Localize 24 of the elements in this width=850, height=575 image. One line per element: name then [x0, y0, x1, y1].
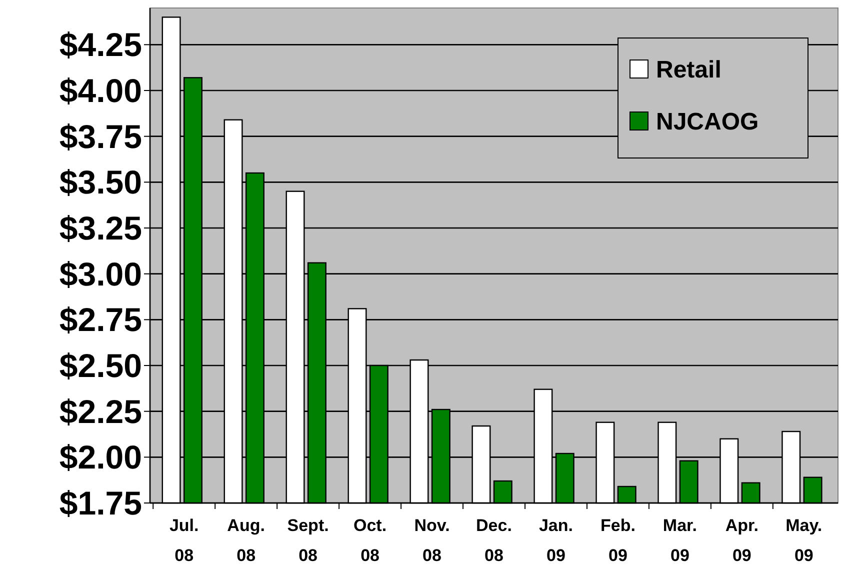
- x-tick-label: Jul. 08: [169, 516, 199, 565]
- y-tick-label: $4.00: [59, 72, 142, 110]
- x-tick-label: Apr. 09: [725, 516, 758, 565]
- x-tick-label: Feb. 09: [600, 516, 636, 565]
- x-tick-label: Oct. 08: [354, 516, 387, 565]
- x-tick-label: Sept. 08: [287, 516, 329, 565]
- y-tick-label: $3.75: [59, 118, 142, 155]
- y-tick-label: $2.00: [59, 438, 142, 476]
- y-tick-label: $2.75: [59, 301, 142, 338]
- y-tick-label: $3.50: [59, 164, 142, 201]
- x-tick-label: Jan. 09: [538, 516, 573, 565]
- y-tick-label: $1.75: [59, 484, 142, 522]
- y-tick-label: $2.50: [59, 347, 142, 384]
- legend-label: NJCAOG: [656, 108, 759, 136]
- legend-label: Retail: [656, 56, 722, 84]
- y-tick-label: $3.25: [59, 210, 142, 247]
- y-tick-label: $4.25: [59, 26, 142, 64]
- y-tick-label: $3.00: [59, 255, 142, 292]
- x-tick-label: May. 09: [786, 516, 822, 565]
- x-tick-label: Dec. 08: [476, 516, 512, 565]
- x-tick-label: Aug. 08: [227, 516, 265, 565]
- x-tick-label: Nov. 08: [414, 516, 450, 565]
- x-tick-label: Mar. 09: [662, 516, 697, 565]
- y-tick-label: $2.25: [59, 392, 142, 430]
